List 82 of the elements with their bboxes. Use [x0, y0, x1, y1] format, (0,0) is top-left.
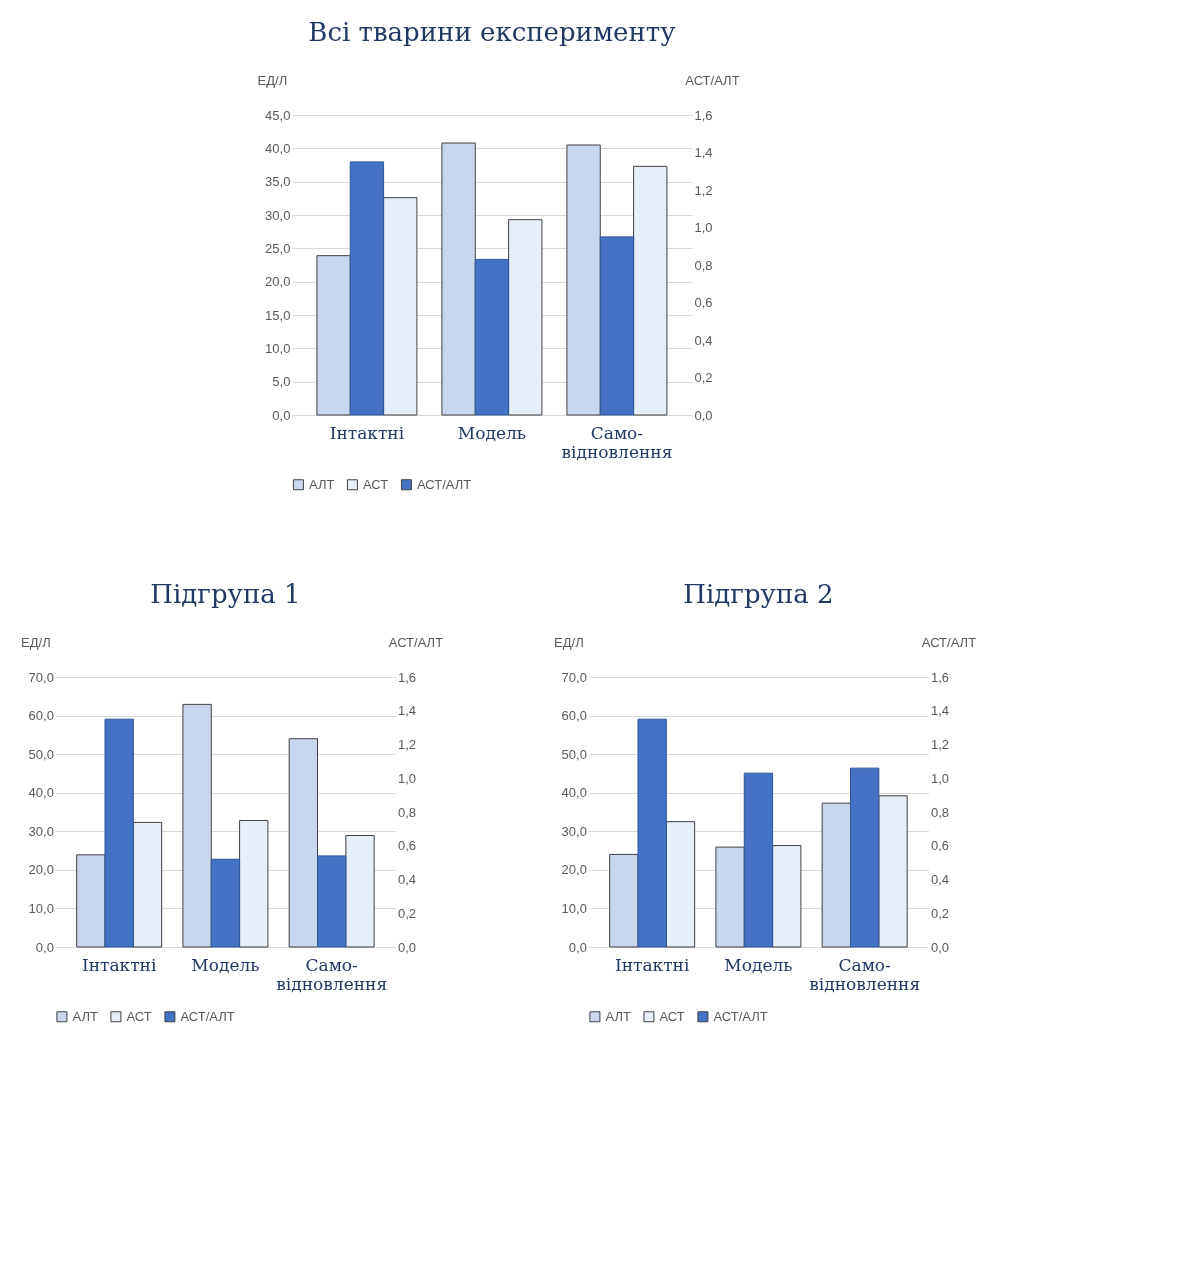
y-tick-label: 70,0 — [28, 669, 54, 685]
legend-label: АСТ/АЛТ — [180, 1008, 235, 1024]
y-tick-label: 70,0 — [561, 669, 587, 685]
bar — [182, 703, 212, 948]
y2-tick-label: 0,0 — [694, 407, 713, 423]
x-tick-label: Модель — [724, 954, 793, 975]
y-tick-label: 40,0 — [561, 785, 587, 801]
y2-tick-label: 1,0 — [694, 220, 713, 235]
chart-title: Підгрупа 1 — [150, 579, 301, 609]
legend-label: АЛТ — [308, 476, 335, 492]
y2-tick-label: 1,6 — [694, 107, 713, 123]
x-tick-label: Модель — [457, 422, 527, 443]
y2-tick-label: 0,2 — [930, 905, 949, 921]
y2-tick-label: 1,0 — [930, 770, 949, 786]
y2-tick-label: 1,4 — [930, 703, 949, 719]
y2-tick-label: 1,2 — [397, 737, 416, 752]
y2-tick-label: 0,8 — [930, 804, 949, 820]
y-tick-label: 40,0 — [28, 785, 54, 801]
y-tick-label: 30,0 — [28, 823, 54, 839]
y-tick-label: 20,0 — [265, 274, 291, 290]
y2-tick-label: 0,6 — [930, 838, 949, 854]
legend-label: АЛТ — [605, 1008, 631, 1024]
legend-label: АСТ — [362, 476, 389, 492]
y-tick-label: 10,0 — [28, 900, 54, 916]
chart-title: Підгрупа 2 — [683, 579, 834, 609]
y-tick-label: 0,0 — [35, 939, 54, 955]
y-tick-label: 50,0 — [28, 746, 54, 762]
y2-tick-label: 0,8 — [694, 257, 713, 273]
chart-title: Всі тварини експерименту — [308, 17, 676, 47]
y-tick-label: 0,0 — [568, 939, 587, 955]
y2-axis-title: АСТ/АЛТ — [685, 72, 740, 88]
x-tick-label: Само-відновлення — [276, 954, 388, 994]
y-tick-label: 10,0 — [265, 340, 291, 356]
y-tick-label: 5,0 — [272, 374, 291, 390]
legend-label: АЛТ — [72, 1008, 98, 1024]
y2-tick-label: 1,2 — [694, 182, 713, 198]
y2-tick-label: 0,6 — [397, 838, 416, 854]
y2-axis-title: АСТ/АЛТ — [921, 634, 977, 650]
y-axis-title: ЕД/Л — [21, 634, 51, 650]
y-tick-label: 35,0 — [265, 174, 291, 190]
legend-label: АСТ/АЛТ — [713, 1008, 768, 1024]
y2-tick-label: 1,0 — [397, 770, 416, 786]
y-tick-label: 60,0 — [561, 708, 587, 724]
y2-tick-label: 1,2 — [930, 737, 949, 752]
legend-label: АСТ — [659, 1008, 685, 1024]
x-tick-label: Інтактні — [614, 954, 690, 975]
y-tick-label: 60,0 — [28, 708, 54, 724]
y-tick-label: 20,0 — [561, 862, 587, 878]
y-tick-label: 45,0 — [265, 107, 291, 123]
y2-tick-label: 0,0 — [930, 939, 949, 955]
y-tick-label: 0,0 — [272, 407, 291, 423]
x-tick-label: Само-відновлення — [809, 954, 921, 994]
y-axis-title: ЕД/Л — [257, 72, 288, 88]
y-tick-label: 10,0 — [561, 900, 587, 916]
y2-tick-label: 1,4 — [694, 145, 713, 160]
y-tick-label: 15,0 — [265, 307, 291, 323]
x-tick-label: Модель — [191, 954, 260, 975]
x-tick-label: Само-відновлення — [561, 422, 673, 462]
bar — [288, 738, 318, 948]
y-tick-label: 30,0 — [561, 823, 587, 839]
y-tick-label: 25,0 — [265, 240, 291, 256]
y2-tick-label: 1,4 — [397, 703, 416, 719]
x-tick-label: Інтактні — [329, 422, 405, 443]
y2-tick-label: 1,6 — [397, 669, 416, 685]
y2-tick-label: 0,8 — [397, 804, 416, 820]
y2-tick-label: 0,2 — [397, 905, 416, 921]
x-tick-label: Інтактні — [81, 954, 157, 975]
legend-label: АСТ — [126, 1008, 152, 1024]
y2-tick-label: 0,4 — [694, 332, 713, 348]
y-tick-label: 40,0 — [265, 140, 291, 156]
y-tick-label: 20,0 — [28, 862, 54, 878]
y2-tick-label: 1,6 — [930, 669, 949, 685]
y2-tick-label: 0,2 — [694, 370, 713, 385]
y-tick-label: 50,0 — [561, 746, 587, 762]
y-axis-title: ЕД/Л — [554, 634, 584, 650]
y2-axis-title: АСТ/АЛТ — [388, 634, 444, 650]
y2-tick-label: 0,4 — [930, 872, 949, 887]
legend-label: АСТ/АЛТ — [416, 476, 472, 492]
y2-tick-label: 0,0 — [397, 939, 416, 955]
y2-tick-label: 0,4 — [397, 872, 416, 887]
y2-tick-label: 0,6 — [694, 295, 713, 310]
y-tick-label: 30,0 — [265, 207, 291, 223]
